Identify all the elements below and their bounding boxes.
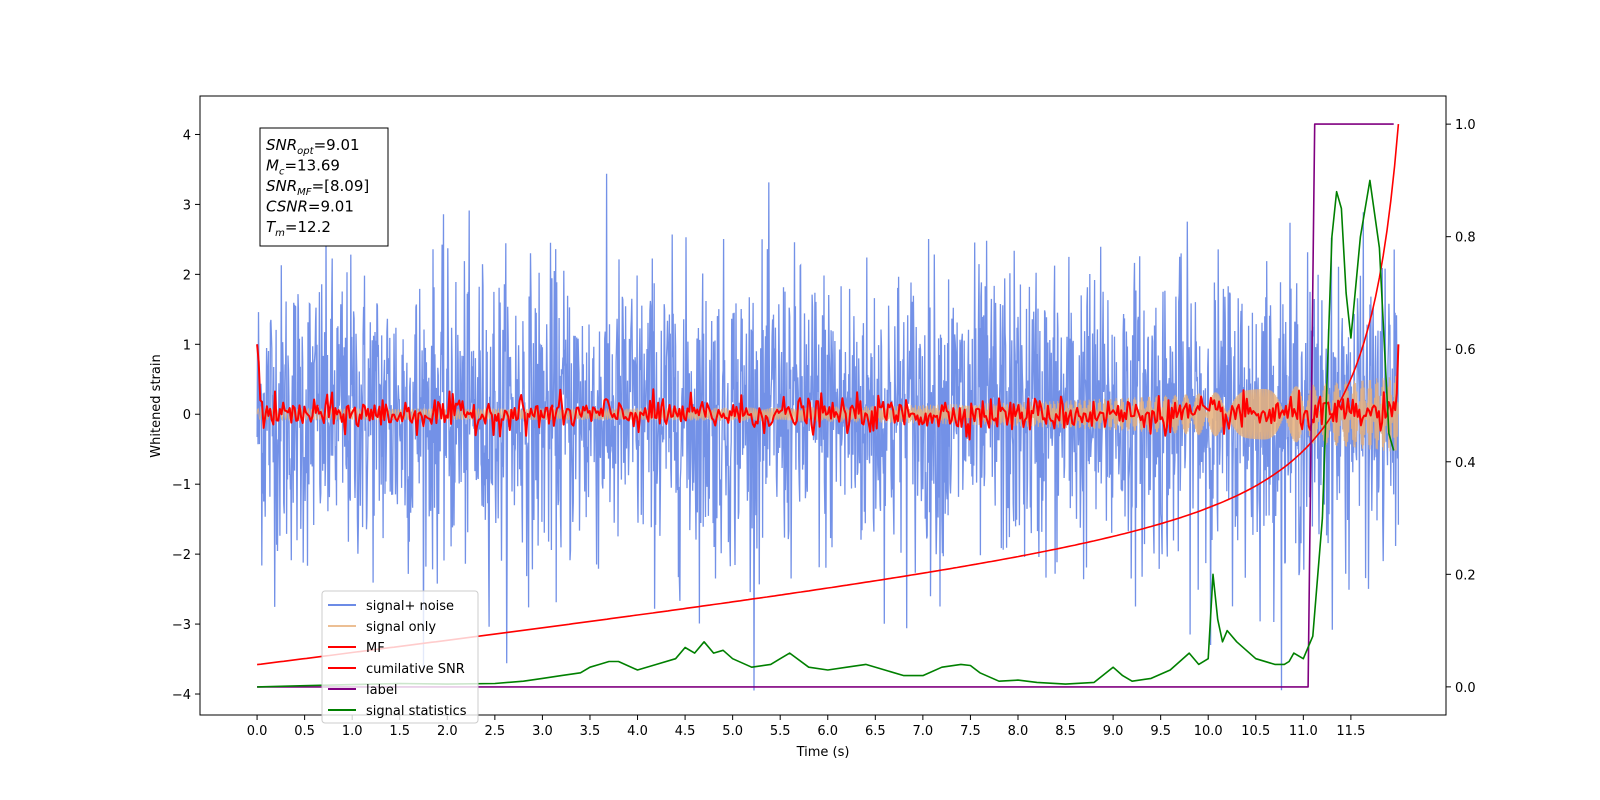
x-tick-label: 11.5 bbox=[1336, 724, 1365, 739]
info-line: Tm=12.2 bbox=[266, 218, 331, 239]
x-tick-label: 6.5 bbox=[865, 724, 886, 739]
y2-tick-label: 0.4 bbox=[1455, 456, 1476, 471]
x-tick-label: 7.0 bbox=[913, 724, 934, 739]
legend-label: label bbox=[366, 683, 397, 698]
x-tick-label: 2.0 bbox=[437, 724, 458, 739]
x-tick-label: 2.5 bbox=[485, 724, 506, 739]
info-symbol: CSNR bbox=[266, 198, 308, 216]
y-tick-label: 2 bbox=[183, 268, 191, 283]
info-symbol: SNR bbox=[266, 177, 297, 195]
info-line: SNRopt=9.01 bbox=[266, 136, 360, 157]
info-symbol: SNR bbox=[266, 136, 297, 154]
info-line: Mc=13.69 bbox=[266, 157, 340, 178]
series-signal-statistics bbox=[257, 179, 1395, 688]
y-tick-label: −2 bbox=[172, 548, 191, 563]
legend-label: signal+ noise bbox=[366, 599, 454, 614]
info-value: =9.01 bbox=[308, 198, 354, 216]
x-tick-label: 9.0 bbox=[1103, 724, 1124, 739]
y-axis-title: Whitened strain bbox=[149, 354, 164, 457]
y2-tick-label: 1.0 bbox=[1455, 118, 1476, 133]
x-tick-label: 6.0 bbox=[817, 724, 838, 739]
y2-tick-label: 0.6 bbox=[1455, 343, 1476, 358]
x-tick-label: 0.5 bbox=[294, 724, 315, 739]
x-tick-label: 4.0 bbox=[627, 724, 648, 739]
x-tick-label: 8.5 bbox=[1055, 724, 1076, 739]
x-tick-label: 10.5 bbox=[1241, 724, 1270, 739]
legend: signal+ noise signal only MF cumilative SNR… bbox=[321, 590, 479, 724]
y2-tick-label: 0.8 bbox=[1455, 231, 1476, 246]
x-tick-label: 1.0 bbox=[342, 724, 363, 739]
legend-label: cumilative SNR bbox=[366, 662, 465, 677]
y-tick-label: 0 bbox=[183, 408, 191, 423]
info-symbol: T bbox=[266, 218, 277, 236]
x-tick-label: 8.0 bbox=[1008, 724, 1029, 739]
x-tick-label: 9.5 bbox=[1150, 724, 1171, 739]
y-tick-label: 3 bbox=[183, 198, 191, 213]
axes-layer: 0.0 0.5 1.0 1.5 2.0 2.5 3.0 3.5 4.0 4.5 5.0 5.5 6.0 6… bbox=[172, 118, 1476, 739]
info-value: =[8.09] bbox=[312, 177, 370, 195]
info-symbol: M bbox=[266, 157, 279, 175]
x-tick-label: 7.5 bbox=[960, 724, 981, 739]
info-line: CSNR=9.01 bbox=[266, 198, 354, 216]
x-tick-label: 1.5 bbox=[389, 724, 410, 739]
x-tick-label: 5.0 bbox=[722, 724, 743, 739]
series-label bbox=[257, 123, 1394, 688]
info-box-frame bbox=[259, 127, 389, 247]
y-tick-label: −3 bbox=[172, 618, 191, 633]
info-subscript: opt bbox=[297, 146, 314, 157]
legend-label: signal only bbox=[366, 620, 436, 635]
y2-tick-label: 0.2 bbox=[1455, 568, 1476, 583]
y-tick-label: 1 bbox=[183, 338, 191, 353]
y-tick-label: 4 bbox=[183, 128, 191, 143]
info-line: SNRMF=[8.09] bbox=[266, 177, 369, 198]
x-tick-label: 10.0 bbox=[1194, 724, 1223, 739]
x-tick-label: 0.0 bbox=[247, 724, 268, 739]
info-subscript: MF bbox=[297, 187, 312, 198]
info-subscript: m bbox=[275, 228, 285, 239]
x-tick-label: 3.5 bbox=[580, 724, 601, 739]
info-value: =13.69 bbox=[284, 157, 340, 175]
y-tick-label: −4 bbox=[172, 688, 191, 703]
series-mf bbox=[256, 344, 1400, 441]
x-tick-label: 3.0 bbox=[532, 724, 553, 739]
x-tick-label: 4.5 bbox=[675, 724, 696, 739]
legend-label: signal statistics bbox=[366, 704, 467, 719]
y2-tick-label: 0.0 bbox=[1455, 681, 1476, 696]
info-subscript: c bbox=[279, 167, 285, 178]
x-tick-label: 5.5 bbox=[770, 724, 791, 739]
y-tick-label: −1 bbox=[172, 478, 191, 493]
legend-label: MF bbox=[366, 641, 385, 656]
info-box: SNRopt=9.01Mc=13.69SNRMF=[8.09]CSNR=9.01… bbox=[259, 127, 389, 247]
legend-frame bbox=[321, 590, 479, 724]
x-tick-label: 11.0 bbox=[1289, 724, 1318, 739]
x-axis-title: Time (s) bbox=[796, 745, 850, 760]
info-value: =12.2 bbox=[285, 218, 331, 236]
info-value: =9.01 bbox=[314, 136, 360, 154]
plot-frame bbox=[199, 95, 1447, 716]
